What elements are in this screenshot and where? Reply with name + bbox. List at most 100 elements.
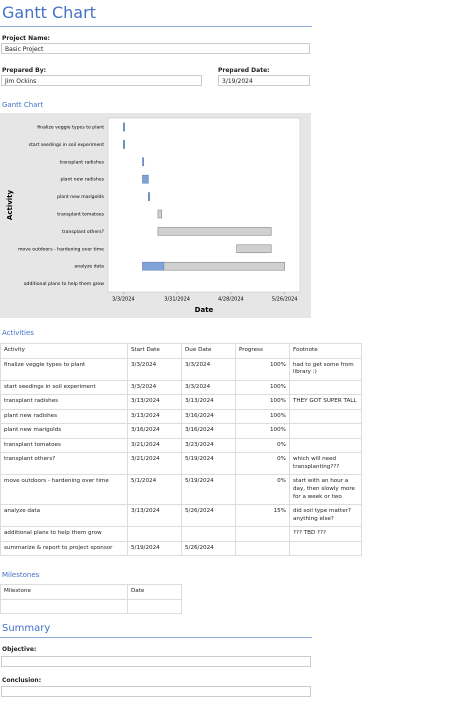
objective-field[interactable] [1, 656, 311, 667]
y-tick-label: finalize veggie types to plant [37, 125, 104, 131]
cell: 3/23/2024 [181, 437, 236, 454]
cell: 5/19/2024 [127, 540, 182, 557]
column-header: Date [127, 584, 182, 600]
progress-bar [148, 192, 150, 201]
cell [0, 598, 128, 614]
cell: which will need transplanting??? [289, 452, 362, 476]
task-bar [157, 227, 272, 236]
label: Prepared By: [2, 67, 47, 74]
progress-bar [142, 174, 149, 184]
cell: start seedings in soil experiment [0, 379, 128, 396]
cell: move outdoors - hardening over time [0, 474, 128, 506]
x-tick-label: 5/26/2024 [272, 297, 298, 303]
cell: THEY GOT SUPER TALL [289, 394, 362, 410]
section-heading: Summary [2, 623, 51, 634]
milestones-table: Milestone Date [0, 584, 182, 614]
table-row: finalize veggie types to plant 3/3/2024 3/… [0, 357, 362, 381]
y-tick-label: plant new marigolds [57, 194, 105, 200]
y-tick-label: move outdoors - hardening over time [18, 246, 104, 252]
cell: 3/3/2024 [181, 379, 236, 396]
label: Objective: [2, 646, 37, 653]
table-row: plant new radishes 3/13/2024 3/16/2024 100% [0, 408, 362, 425]
section-heading: Gantt Chart [2, 101, 44, 109]
table-row: transplant tomatoes 3/21/2024 3/23/2024 0% [0, 437, 362, 454]
x-axis-label: Date [195, 306, 214, 314]
cell: plant new marigolds [0, 423, 128, 439]
cell: summarize & report to project sponsor [0, 540, 128, 557]
cell [289, 540, 362, 557]
section-heading: Activities [2, 329, 34, 337]
cell: 100% [235, 357, 290, 381]
label: Prepared Date: [218, 67, 270, 74]
cell [235, 540, 290, 557]
prepared-by-field[interactable]: Jim Ockins [1, 75, 202, 86]
table-row: transplant radishes 3/13/2024 3/13/2024 100… [0, 394, 362, 410]
cell: 100% [235, 379, 290, 396]
y-axis-label: Activity [6, 189, 14, 220]
column-header: Milestone [0, 584, 128, 600]
y-tick-label: additional plans to help them grow [24, 281, 104, 287]
column-header: Progress [235, 343, 290, 359]
cell: did soil type matter? anything else? [289, 504, 362, 528]
cell: 3/3/2024 [181, 357, 236, 381]
cell: transplant others? [0, 452, 128, 476]
activities-table: Activity Start Date Due Date Progress Footno… [0, 343, 362, 557]
table-row: analyze data 3/13/2024 5/26/2024 15% did soi… [0, 504, 362, 528]
cell: additional plans to help them grow [0, 526, 128, 542]
cell: 3/3/2024 [127, 379, 182, 396]
task-bar [157, 209, 163, 219]
cell: 0% [235, 452, 290, 476]
cell: 0% [235, 437, 290, 454]
gantt-chart: Activity Date 3/3/2024 3/31/2024 4/28/2024… [0, 113, 311, 318]
conclusion-field[interactable] [1, 686, 311, 697]
cell: finalize veggie types to plant [0, 357, 128, 381]
cell [127, 526, 182, 542]
section-heading: Milestones [2, 571, 40, 579]
cell [289, 408, 362, 425]
project-field[interactable]: Basic Project [1, 43, 310, 54]
cell: 3/13/2024 [181, 394, 236, 410]
cell [235, 526, 290, 542]
column-header: Activity [0, 343, 128, 359]
table-row: summarize & report to project sponsor 5/1… [0, 540, 362, 557]
cell: plant new radishes [0, 408, 128, 425]
cell: 3/13/2024 [127, 504, 182, 528]
progress-bar [142, 157, 145, 167]
label: Project Name: [2, 35, 50, 42]
cell: 15% [235, 504, 290, 528]
cell: 3/16/2024 [181, 423, 236, 439]
cell: 3/21/2024 [127, 452, 182, 476]
cell: 100% [235, 394, 290, 410]
y-tick-label: start seedings in soil experiment [29, 142, 105, 148]
cell: 3/16/2024 [181, 408, 236, 425]
cell: 3/13/2024 [127, 394, 182, 410]
cell [289, 423, 362, 439]
cell: start with an hour a day, then slowly mo… [289, 474, 362, 506]
y-tick-label: analyze data [74, 264, 104, 270]
table-row: plant new marigolds 3/16/2024 3/16/2024 100… [0, 423, 362, 439]
column-header: Footnote [289, 343, 362, 359]
title-rule [0, 26, 312, 27]
y-tick-label: transplant others? [62, 229, 105, 235]
prepared-date-field[interactable]: 3/19/2024 [218, 75, 310, 86]
y-tick-label: transplant radishes [60, 159, 105, 165]
cell: 5/19/2024 [181, 474, 236, 506]
cell: 3/13/2024 [127, 408, 182, 425]
x-tick-label: 3/31/2024 [164, 297, 190, 303]
title: Gantt Chart [2, 3, 96, 22]
cell: 0% [235, 474, 290, 506]
column-header: Start Date [127, 343, 182, 359]
cell [289, 437, 362, 454]
table-row: transplant others? 3/21/2024 5/19/2024 0% wh… [0, 452, 362, 476]
table-row: move outdoors - hardening over time 5/1/2… [0, 474, 362, 506]
progress-bar [142, 261, 165, 271]
cell: ??? TBD ??? [289, 526, 362, 542]
cell: 100% [235, 408, 290, 425]
cell [289, 379, 362, 396]
column-header: Due Date [181, 343, 236, 359]
cell: transplant tomatoes [0, 437, 128, 454]
cell: 5/19/2024 [181, 452, 236, 476]
y-tick-label: transplant tomatoes [57, 212, 104, 218]
cell: transplant radishes [0, 394, 128, 410]
